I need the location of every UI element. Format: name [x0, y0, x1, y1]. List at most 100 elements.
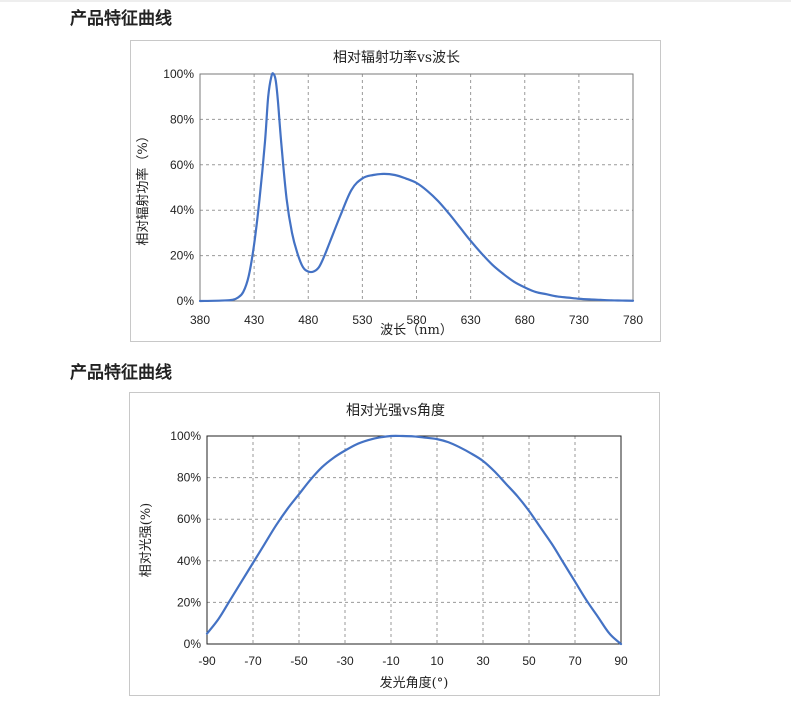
data-point [404, 177, 407, 180]
x-tick-label: 70 [568, 654, 582, 668]
data-point [437, 200, 439, 202]
angle-chart-svg: 相对光强vs角度 -90 -70 -50 -30 -10 10 30 50 70 90 0% 20% 40… [139, 403, 628, 691]
data-point [545, 293, 548, 295]
data-point [277, 100, 279, 103]
data-point [220, 299, 223, 302]
data-point [448, 212, 450, 215]
data-point [217, 618, 220, 620]
data-point [309, 478, 312, 481]
data-point [280, 141, 282, 143]
data-point [415, 182, 418, 184]
data-point [242, 291, 245, 293]
data-point [491, 263, 494, 266]
data-point [597, 616, 599, 618]
data-point [206, 632, 208, 635]
data-point [482, 460, 484, 462]
x-tick-label: 90 [614, 654, 628, 668]
x-tick-label: -10 [382, 654, 400, 668]
data-point [321, 466, 323, 468]
data-point [599, 299, 602, 301]
data-point [267, 95, 269, 98]
chart-panel-spectrum: 相对辐射功率vs波长 380 430 480 530 580 630 680 730 780 0% 2… [130, 40, 661, 342]
data-point [424, 436, 427, 439]
y-tick-label: 80% [177, 471, 201, 485]
data-point [567, 296, 569, 299]
data-point [361, 177, 364, 180]
data-point [272, 73, 275, 75]
y-tick-label: 80% [170, 112, 194, 126]
section-heading-1: 产品特征曲线 [70, 9, 172, 29]
data-point [505, 483, 507, 485]
data-point [578, 297, 580, 300]
data-point [516, 495, 519, 498]
y-tick-label: 100% [170, 429, 201, 443]
data-point [286, 508, 289, 510]
x-axis-label: 发光角度(°) [380, 675, 449, 691]
data-point [323, 254, 326, 257]
x-tick-label: 480 [298, 313, 318, 327]
data-point [401, 435, 404, 437]
x-tick-label: 630 [461, 313, 481, 327]
y-tick-label: 20% [170, 249, 194, 263]
spectrum-chart-svg: 相对辐射功率vs波长 380 430 480 530 580 630 680 730 780 0% 2… [135, 49, 643, 338]
data-point [608, 632, 611, 635]
data-point [562, 562, 565, 564]
data-point [312, 270, 315, 273]
chart-title: 相对辐射功率vs波长 [333, 49, 460, 66]
x-tick-label: 780 [623, 313, 643, 327]
chart-title: 相对光强vs角度 [346, 403, 445, 419]
data-point [574, 580, 576, 583]
data-point [447, 441, 450, 444]
data-point [539, 526, 542, 529]
data-point [551, 543, 553, 545]
data-point [339, 213, 342, 216]
data-point [264, 141, 266, 143]
data-point [513, 280, 515, 283]
data-point [390, 435, 392, 437]
y-axis-label: 相对光强(%) [139, 503, 154, 578]
data-point [344, 449, 346, 452]
x-tick-label: -70 [244, 654, 262, 668]
data-point [523, 286, 526, 289]
y-tick-label: 20% [177, 595, 201, 609]
data-point [493, 470, 496, 473]
data-point [296, 252, 299, 255]
series-line [205, 434, 623, 646]
chart-panel-angle: 相对光强vs角度 -90 -70 -50 -30 -10 10 30 50 70 90 0% 20% 40… [129, 392, 660, 696]
data-point [556, 295, 559, 298]
data-point [372, 174, 374, 176]
data-point [394, 174, 396, 176]
data-point [632, 299, 634, 302]
data-point [298, 493, 300, 496]
y-tick-label: 40% [177, 554, 201, 568]
x-tick-label: 530 [352, 313, 372, 327]
x-tick-label: 10 [430, 654, 444, 668]
data-point [480, 252, 483, 255]
data-point [426, 190, 429, 192]
x-tick-label: 30 [476, 654, 490, 668]
y-axis-label: 相对辐射功率（%） [135, 129, 151, 245]
data-point [274, 80, 277, 82]
data-point [329, 241, 331, 243]
data-point [355, 443, 358, 446]
data-point [585, 599, 588, 602]
y-tick-label: 0% [184, 637, 202, 651]
data-point [610, 299, 613, 302]
data-point [332, 457, 335, 459]
data-point [588, 298, 591, 301]
data-point [620, 643, 622, 645]
data-point [302, 266, 304, 268]
data-point [307, 270, 310, 273]
data-point [459, 226, 461, 229]
data-point [367, 439, 369, 441]
top-divider [0, 0, 791, 2]
data-point [459, 446, 461, 449]
data-point [436, 438, 438, 440]
y-tick-label: 0% [177, 294, 195, 308]
data-point [469, 240, 472, 242]
data-point [350, 188, 353, 191]
data-point [247, 275, 250, 277]
data-point [318, 266, 320, 268]
data-point [291, 232, 293, 234]
data-point [253, 243, 255, 246]
